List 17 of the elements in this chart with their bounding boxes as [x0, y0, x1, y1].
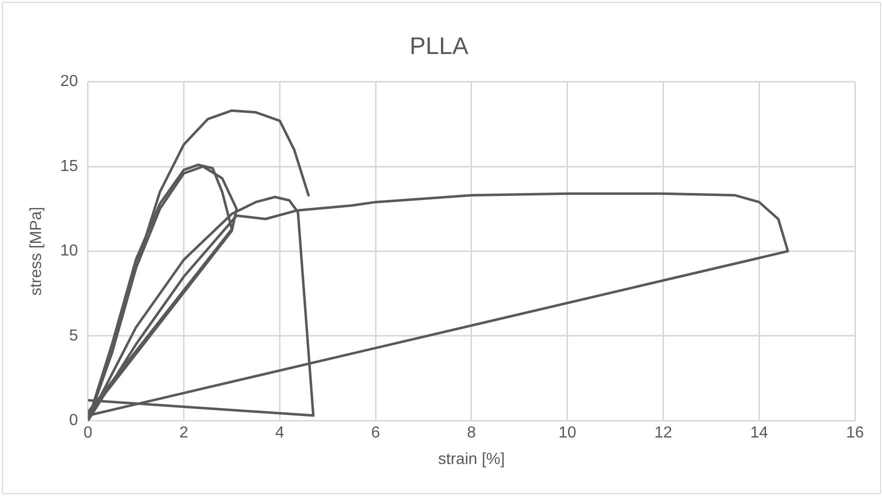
y-tick-label: 20 [60, 73, 78, 90]
x-tick-label: 8 [467, 424, 476, 442]
x-tick-label: 2 [179, 424, 188, 442]
x-axis-title: strain [%] [438, 450, 505, 468]
x-tick-label: 12 [654, 424, 672, 442]
y-tick-label: 10 [60, 242, 78, 260]
x-tick-label: 4 [275, 424, 284, 442]
y-tick-label: 5 [69, 327, 78, 344]
x-tick-label: 14 [750, 424, 768, 442]
y-tick-label: 0 [69, 412, 78, 430]
x-tick-label: 10 [558, 424, 576, 442]
y-axis-title: stress [MPa] [28, 206, 46, 296]
x-tick-label: 16 [846, 424, 864, 442]
chart-title: PLLA [410, 33, 468, 60]
x-tick-label: 0 [84, 424, 93, 442]
y-tick-label: 15 [60, 158, 78, 175]
x-tick-label: 6 [371, 424, 380, 442]
